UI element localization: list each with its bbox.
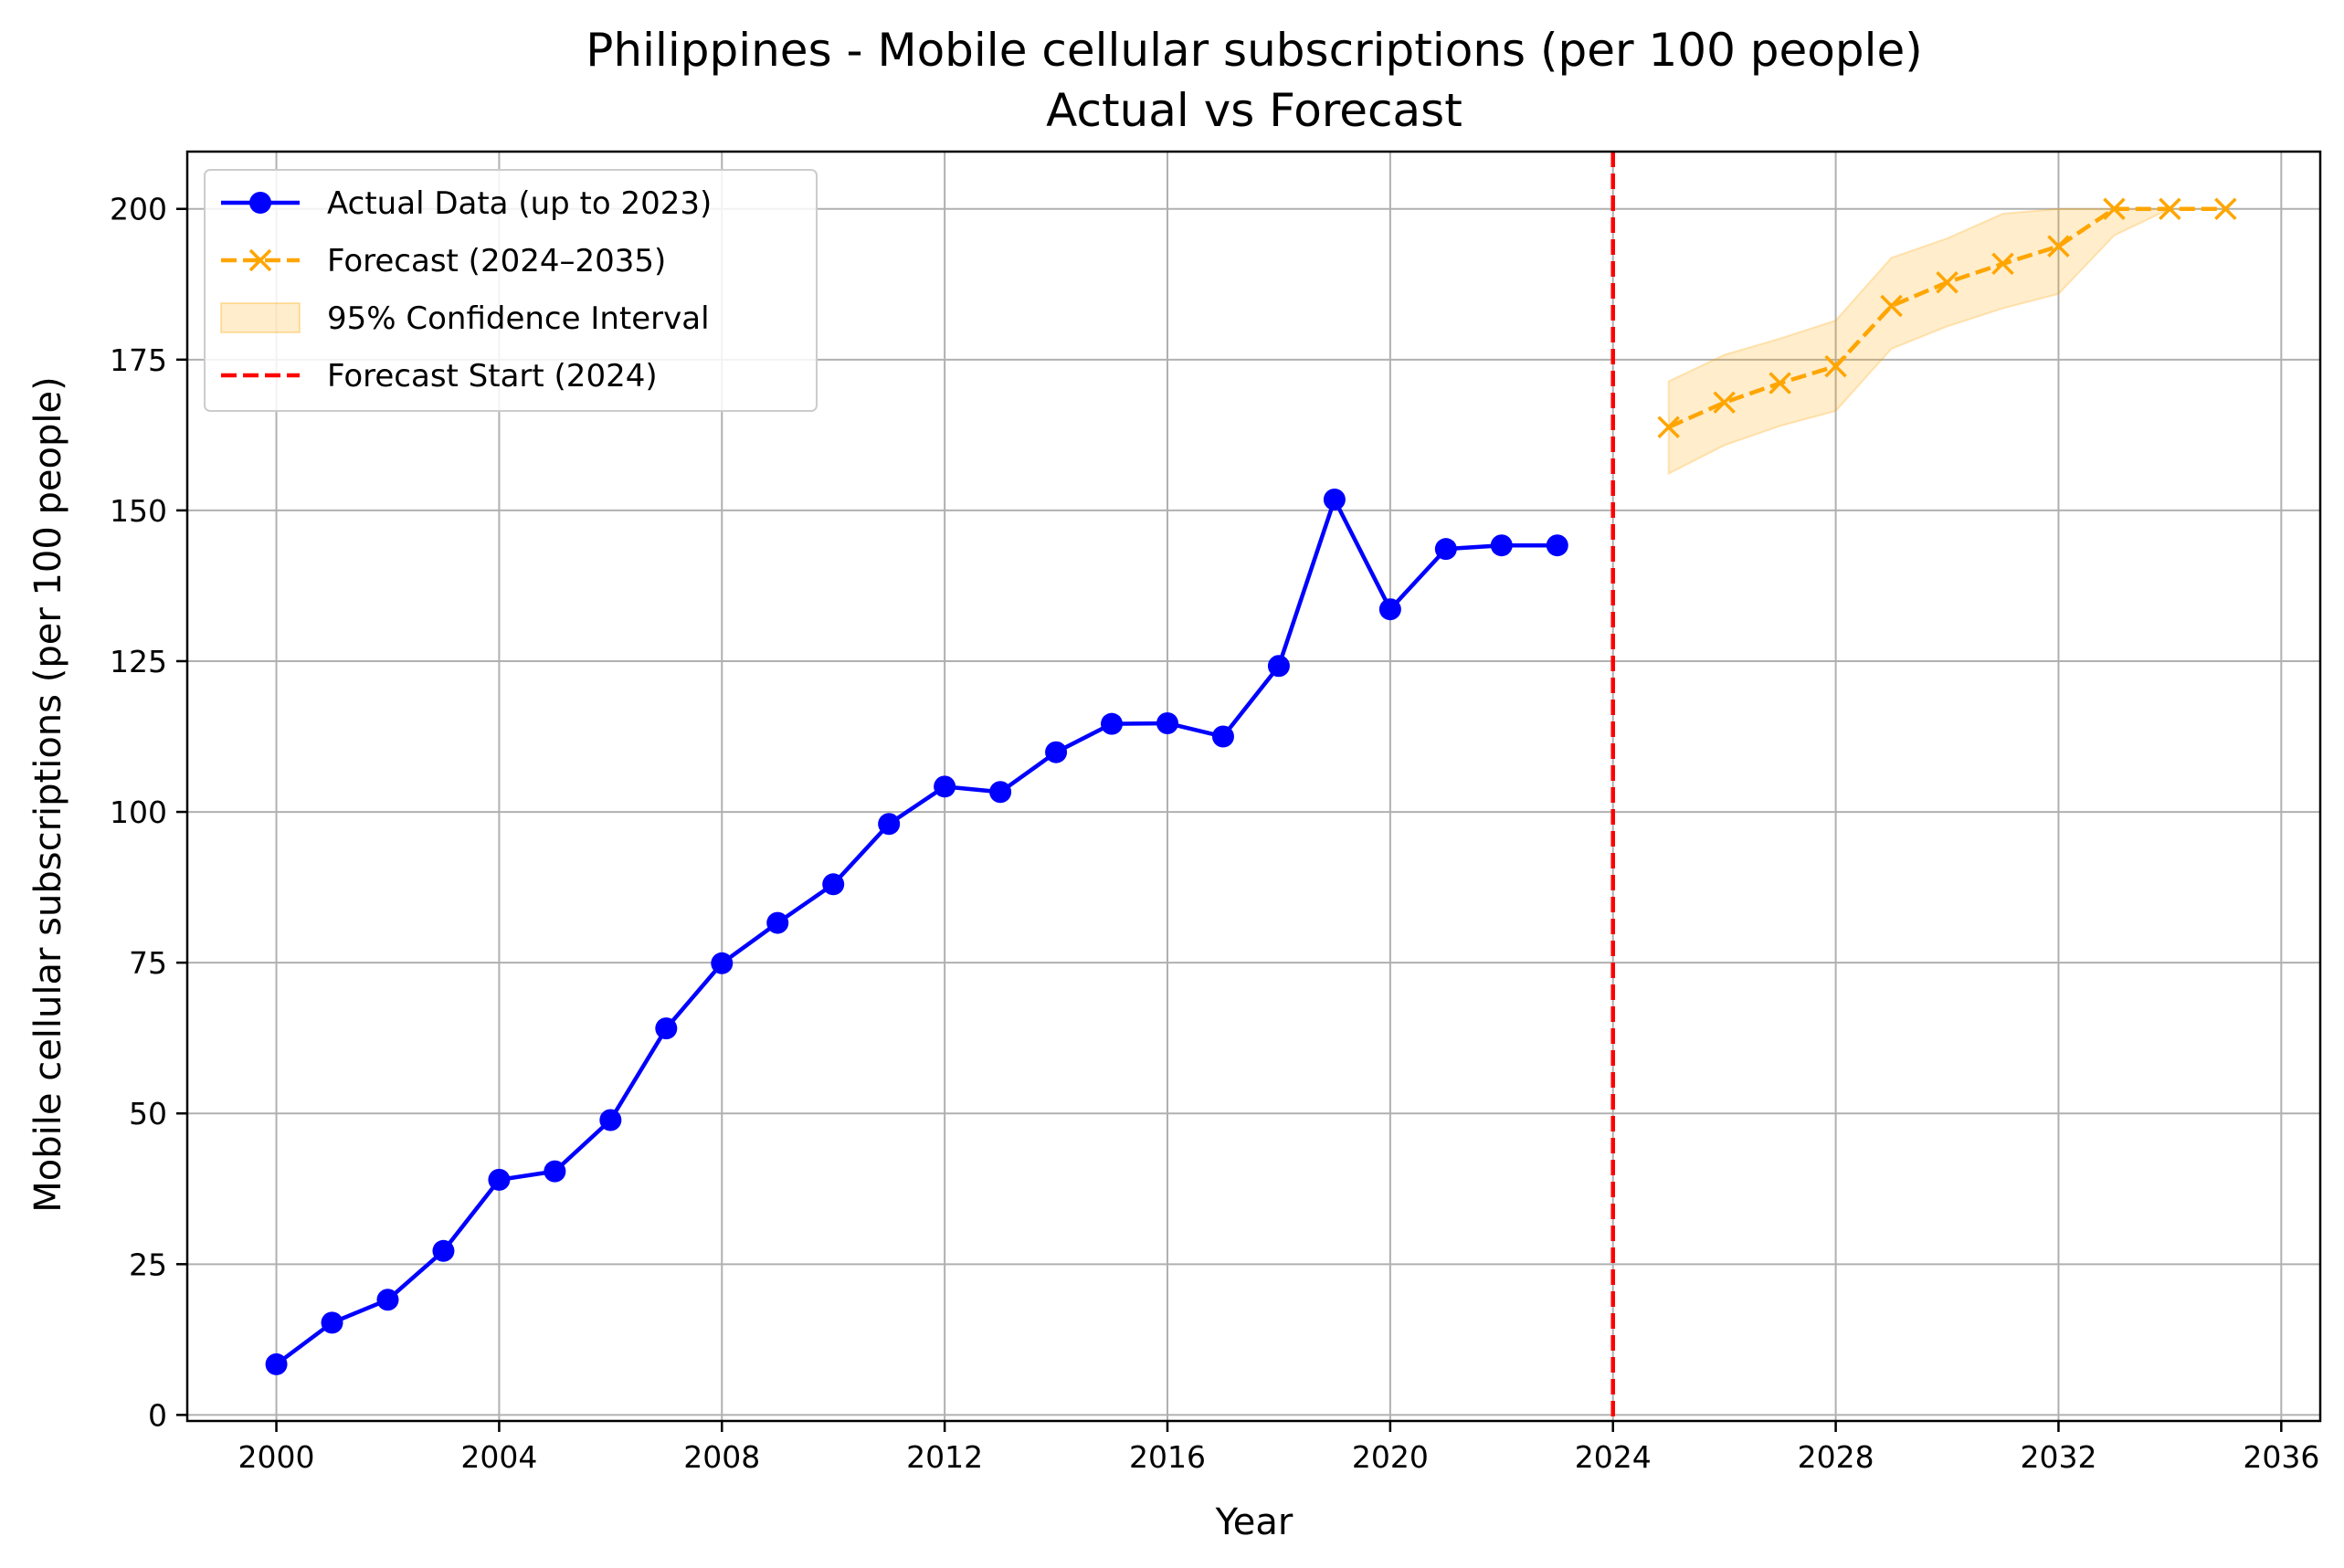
data-point-1-2029 <box>1880 294 1903 318</box>
x-tick-label-2004: 2004 <box>460 1439 537 1475</box>
series-line-0 <box>275 497 1557 1366</box>
data-point-0-2012 <box>934 775 956 798</box>
y-tick-label-175: 175 <box>110 342 167 378</box>
data-point-0-2001 <box>321 1311 343 1334</box>
y-tick-label-0: 0 <box>148 1397 167 1433</box>
chart-title: Philippines - Mobile cellular subscripti… <box>586 24 1923 77</box>
x-tick-label-2024: 2024 <box>1575 1439 1652 1475</box>
y-tick-label-50: 50 <box>129 1096 167 1131</box>
legend-marker-1 <box>248 248 272 272</box>
data-point-0-2003 <box>432 1239 455 1262</box>
legend: Actual Data (up to 2023) Forecast (2024–2… <box>204 169 818 412</box>
data-point-0-2015 <box>1101 712 1124 735</box>
x-tick-label-2012: 2012 <box>906 1439 983 1475</box>
x-tick-label-2028: 2028 <box>1798 1439 1874 1475</box>
x-tick-label-2008: 2008 <box>683 1439 760 1475</box>
data-point-0-2011 <box>878 813 901 836</box>
legend-label-0: Actual Data (up to 2023) <box>327 185 712 222</box>
data-point-0-2018 <box>1267 655 1290 678</box>
legend-box <box>204 169 818 412</box>
y-tick-label-125: 125 <box>110 644 167 679</box>
data-point-1-2032 <box>2047 235 2070 258</box>
legend-label-2: 95% Confidence Interval <box>327 300 710 337</box>
x-tick-label-2032: 2032 <box>2020 1439 2096 1475</box>
confidence-band-layer <box>1667 207 2226 476</box>
legend-marker-0 <box>249 192 271 214</box>
data-point-0-2004 <box>488 1168 511 1191</box>
data-point-1-2028 <box>1824 354 1847 378</box>
plot-frame <box>185 150 2322 1423</box>
data-point-0-2017 <box>1211 725 1234 748</box>
confidence-band <box>1667 207 2226 476</box>
x-axis-label: Year <box>1215 1501 1293 1543</box>
data-point-0-2016 <box>1156 711 1179 734</box>
data-point-1-2025 <box>1657 416 1680 439</box>
data-point-1-2027 <box>1769 372 1791 395</box>
series-layer <box>265 152 2237 1421</box>
legend-label-3: Forecast Start (2024) <box>327 358 658 395</box>
x-tick-label-2016: 2016 <box>1129 1439 1206 1475</box>
data-point-1-2034 <box>2159 197 2181 220</box>
data-point-1-2026 <box>1713 391 1736 414</box>
data-point-1-2033 <box>2103 197 2126 220</box>
data-point-0-2006 <box>599 1109 622 1131</box>
data-point-0-2020 <box>1378 598 1401 621</box>
data-point-0-2002 <box>376 1289 399 1311</box>
data-point-0-2005 <box>544 1160 566 1183</box>
y-axis-label: Mobile cellular subscriptions (per 100 p… <box>27 376 69 1212</box>
data-point-0-2009 <box>766 911 789 934</box>
data-point-0-2019 <box>1323 489 1346 511</box>
data-point-1-2030 <box>1936 271 1959 294</box>
axes: 2000 2004 2008 2012 2016 2020 2024 2028 2032 2036… <box>110 150 2322 1475</box>
x-tick-label-2020: 2020 <box>1352 1439 1429 1475</box>
data-point-1-2031 <box>1991 252 2014 276</box>
y-tick-label-200: 200 <box>110 192 167 227</box>
y-tick-label-100: 100 <box>110 795 167 830</box>
y-tick-label-75: 75 <box>129 945 167 981</box>
legend-label-1: Forecast (2024–2035) <box>327 243 666 279</box>
data-point-0-2023 <box>1546 534 1568 557</box>
y-tick-label-150: 150 <box>110 493 167 529</box>
chart-subtitle: Actual vs Forecast <box>1046 84 1462 137</box>
data-point-0-2014 <box>1045 741 1068 763</box>
data-point-0-2007 <box>655 1017 678 1040</box>
legend-swatch-2 <box>220 302 301 333</box>
x-tick-label-2036: 2036 <box>2243 1439 2319 1475</box>
data-point-0-2022 <box>1490 534 1513 557</box>
x-tick-label-2000: 2000 <box>238 1439 315 1475</box>
data-point-0-2010 <box>822 873 845 896</box>
y-tick-label-25: 25 <box>129 1247 167 1282</box>
data-point-0-2000 <box>265 1352 288 1375</box>
data-point-1-2035 <box>2214 197 2237 220</box>
data-point-0-2021 <box>1434 538 1457 561</box>
data-point-0-2008 <box>711 952 734 974</box>
data-point-0-2013 <box>989 781 1012 804</box>
